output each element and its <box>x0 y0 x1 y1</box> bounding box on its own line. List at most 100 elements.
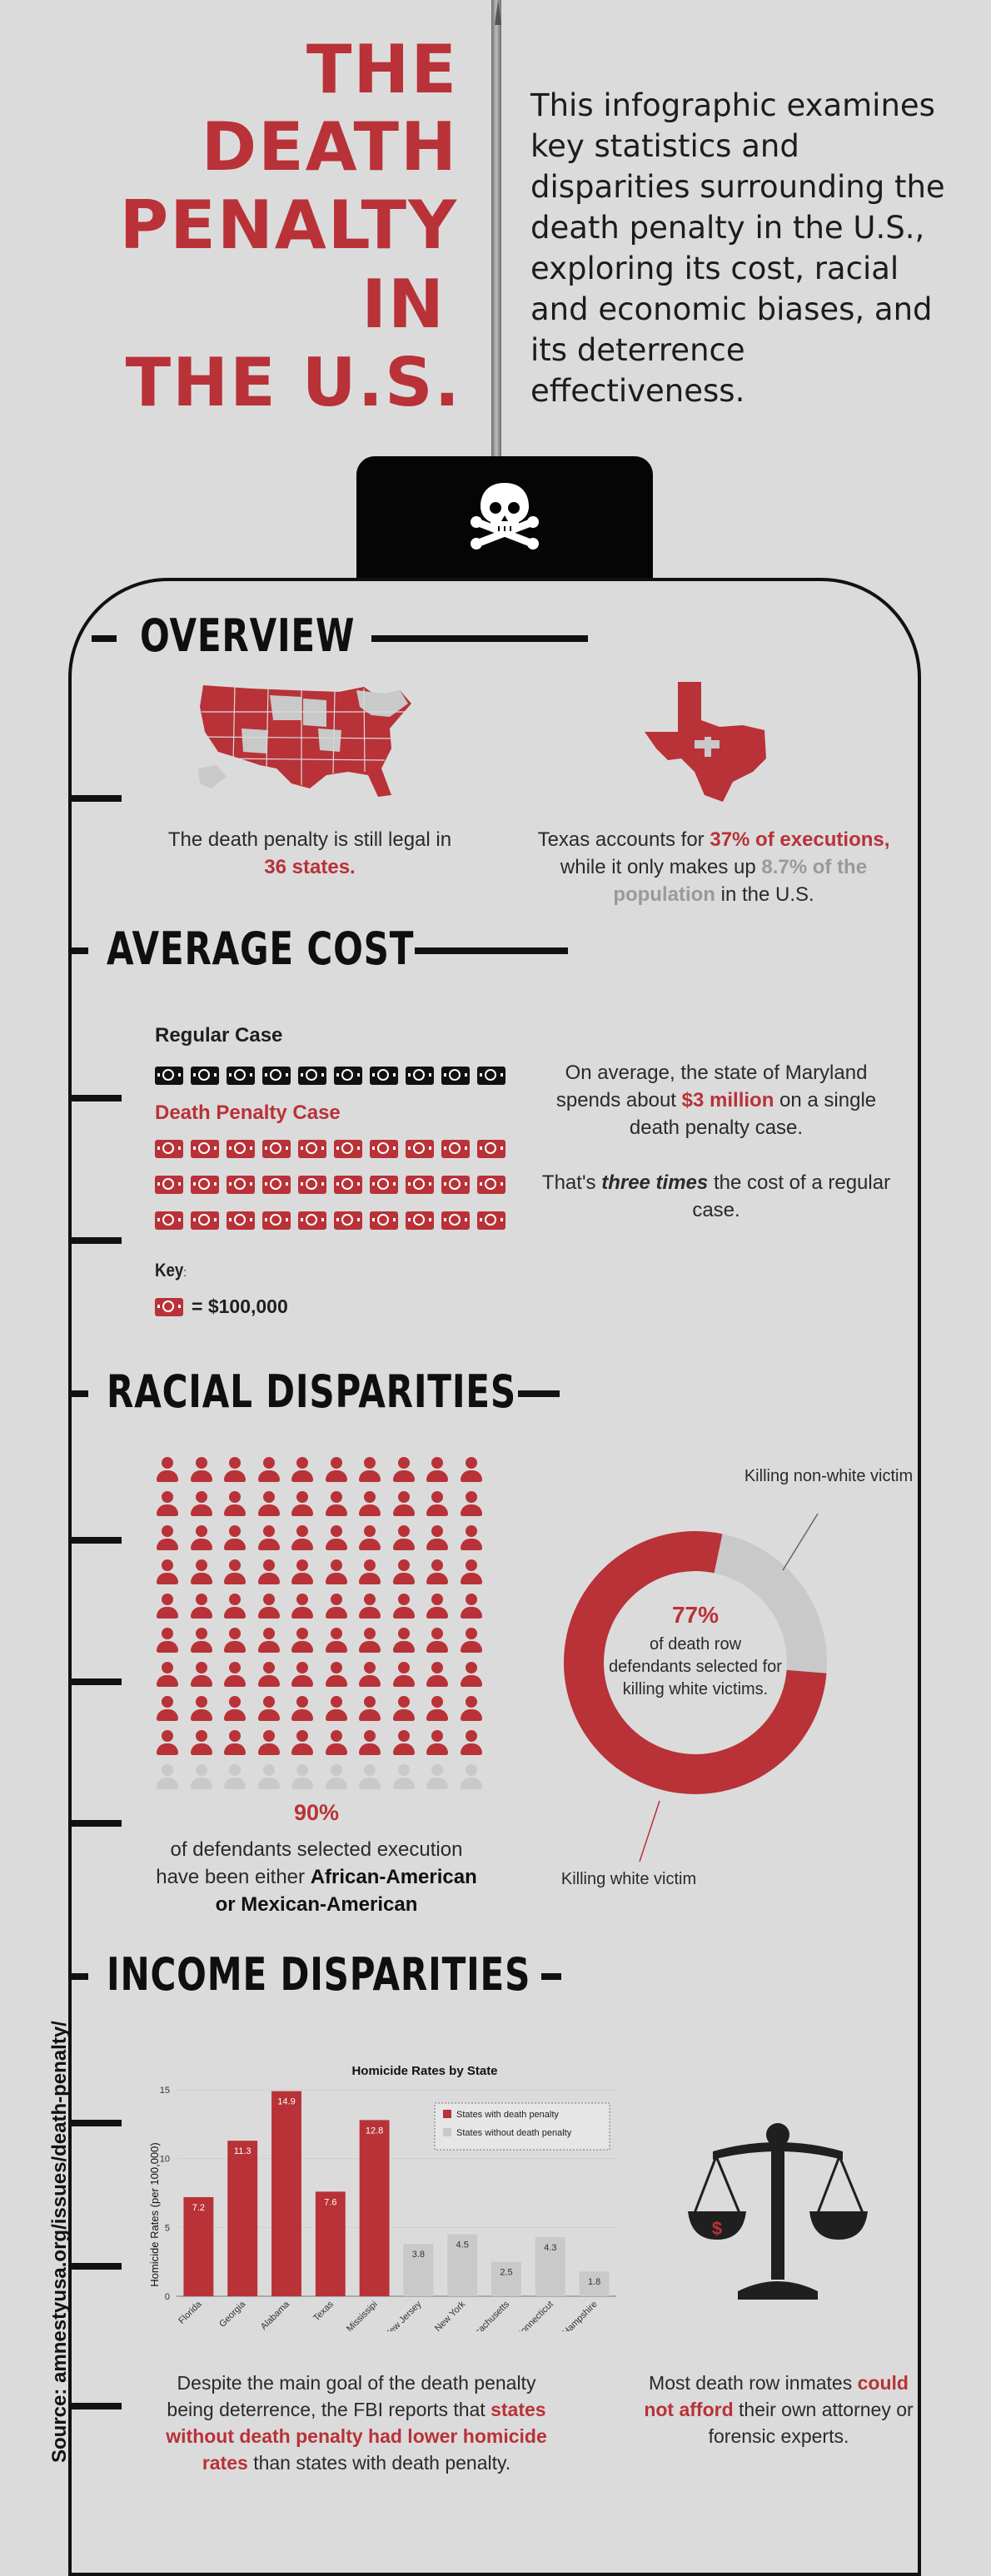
title-line-3: PENALTY <box>119 186 458 264</box>
income-disparities-title: INCOME DISPARITIES <box>107 1948 531 2001</box>
dollar-bill-icon <box>477 1211 505 1230</box>
dollar-bill-icon <box>262 1211 291 1230</box>
person-icon <box>324 1457 349 1484</box>
chart-legend: States with death penalty States without … <box>434 2102 610 2151</box>
times-prefix: That's <box>541 1171 596 1194</box>
dollar-bill-icon <box>155 1297 183 1316</box>
times-suffix: the cost of a regular case. <box>692 1171 891 1221</box>
chart-y-tick-label: 15 <box>160 2086 170 2096</box>
donut-pct: 77% <box>671 1602 720 1628</box>
dollar-bill-icon <box>370 1140 398 1158</box>
chart-bar-value-label: 14.9 <box>277 2097 295 2107</box>
chart-y-tick-label: 5 <box>165 2223 170 2233</box>
dollar-bill-icon <box>191 1211 219 1230</box>
dollar-bill-icon <box>227 1211 255 1230</box>
person-icon <box>155 1457 180 1484</box>
chart-y-axis-label: Homicide Rates (per 100,000) <box>148 2142 161 2286</box>
three-times-text: That's three times the cost of a regular… <box>541 1169 891 1224</box>
chart-y-ticks: 0 5 10 15 <box>160 2086 170 2302</box>
person-icon <box>189 1491 214 1518</box>
dollar-bill-icon <box>477 1067 505 1085</box>
person-icon <box>324 1559 349 1586</box>
chart-x-tick-label: Connecticut <box>514 2300 555 2331</box>
person-icon <box>290 1696 315 1723</box>
title-line-1: THE <box>306 31 458 108</box>
regular-case-label: Regular Case <box>155 1024 283 1047</box>
chart-x-tick-label: New Jersey <box>382 2299 423 2331</box>
person-icon <box>324 1628 349 1654</box>
person-icon <box>222 1594 247 1620</box>
person-icon <box>459 1491 484 1518</box>
dollar-bill-icon <box>441 1176 470 1194</box>
dollar-bill-icon <box>441 1067 470 1085</box>
person-icon <box>256 1764 281 1791</box>
deterrence-prefix: Despite the main goal of the death penal… <box>167 2372 536 2420</box>
us-map-icon <box>198 685 411 797</box>
chart-bar <box>183 2196 214 2296</box>
person-icon <box>290 1525 315 1552</box>
chart-x-tick-label: New Hampshire <box>546 2300 600 2331</box>
chart-x-ticks: Florida Georgia Alabama Texas Mississipi New … <box>177 2299 599 2331</box>
person-icon <box>459 1696 484 1723</box>
chart-y-tick-label: 10 <box>160 2155 170 2165</box>
intro-text: This infographic examines key statistics… <box>530 87 945 409</box>
texas-middle: while it only makes up <box>560 856 756 878</box>
chart-x-tick-label: Alabama <box>259 2299 292 2331</box>
donut-caption: of death row defendants selected for kil… <box>609 1635 782 1698</box>
maryland-prefix: On average, the state of Maryland spends… <box>555 1062 868 1111</box>
title-line-5: THE U.S. <box>125 344 461 421</box>
person-icon <box>222 1696 247 1723</box>
death-penalty-case-bills <box>155 1140 513 1230</box>
chart-x-tick-label: Florida <box>177 2299 204 2326</box>
person-icon <box>425 1525 450 1552</box>
pole-tip <box>495 0 501 25</box>
key-row: = $100,000 <box>155 1295 288 1318</box>
person-icon <box>155 1662 180 1688</box>
person-icon <box>290 1764 315 1791</box>
person-icon <box>324 1764 349 1791</box>
regular-case-bills <box>155 1067 505 1085</box>
person-icon <box>290 1662 315 1688</box>
deterrence-highlight: states without death penalty had lower h… <box>166 2399 547 2474</box>
attorney-prefix: Most death row inmates <box>649 2372 853 2394</box>
dollar-bill-icon <box>155 1211 183 1230</box>
frame-tick <box>68 2263 122 2270</box>
chart-x-tick-label: Massachusetts <box>461 2299 512 2331</box>
dollar-bill-icon <box>262 1140 291 1158</box>
section-rule <box>68 1390 88 1397</box>
chart-bar-value-label: 7.6 <box>324 2197 336 2207</box>
person-icon <box>357 1491 382 1518</box>
chart-bar-value-label: 7.2 <box>192 2203 205 2213</box>
chart-legend-label: States with death penalty <box>456 2110 559 2120</box>
person-icon <box>391 1730 416 1757</box>
skull-crossbones-icon <box>471 483 539 550</box>
maryland-cost-text: On average, the state of Maryland spends… <box>541 1059 891 1141</box>
homicide-rates-chart: Homicide Rates by State Homicide Rates (… <box>148 2064 616 2331</box>
chart-bar <box>271 2091 301 2296</box>
person-icon <box>155 1730 180 1757</box>
chart-bar-value-label: 3.8 <box>412 2250 425 2260</box>
dollar-bill-icon <box>155 1140 183 1158</box>
dollar-bill-icon <box>298 1140 326 1158</box>
person-icon <box>324 1730 349 1757</box>
title-line-4: IN <box>361 266 446 343</box>
dollar-bill-icon <box>406 1140 434 1158</box>
frame-tick <box>68 2403 122 2409</box>
deterrence-text: Despite the main goal of the death penal… <box>157 2370 556 2476</box>
scale-dollar-sign: $ <box>712 2218 722 2239</box>
section-rule <box>68 947 88 954</box>
texas-suffix: in the U.S. <box>720 883 814 906</box>
hanging-pole <box>491 0 501 458</box>
person-icon <box>391 1491 416 1518</box>
section-rule <box>541 1973 561 1980</box>
dollar-bill-icon <box>262 1176 291 1194</box>
dollar-bill-icon <box>477 1176 505 1194</box>
chart-bar-value-label: 11.3 <box>234 2146 251 2156</box>
dollar-bill-icon <box>370 1176 398 1194</box>
key-label: Key: <box>155 1260 187 1281</box>
person-icon <box>425 1764 450 1791</box>
chart-x-tick-label: Mississipi <box>345 2300 380 2331</box>
racial-caption-bold: African-American or Mexican-American <box>215 1866 477 1916</box>
person-icon <box>459 1730 484 1757</box>
chart-bar <box>579 2271 610 2296</box>
